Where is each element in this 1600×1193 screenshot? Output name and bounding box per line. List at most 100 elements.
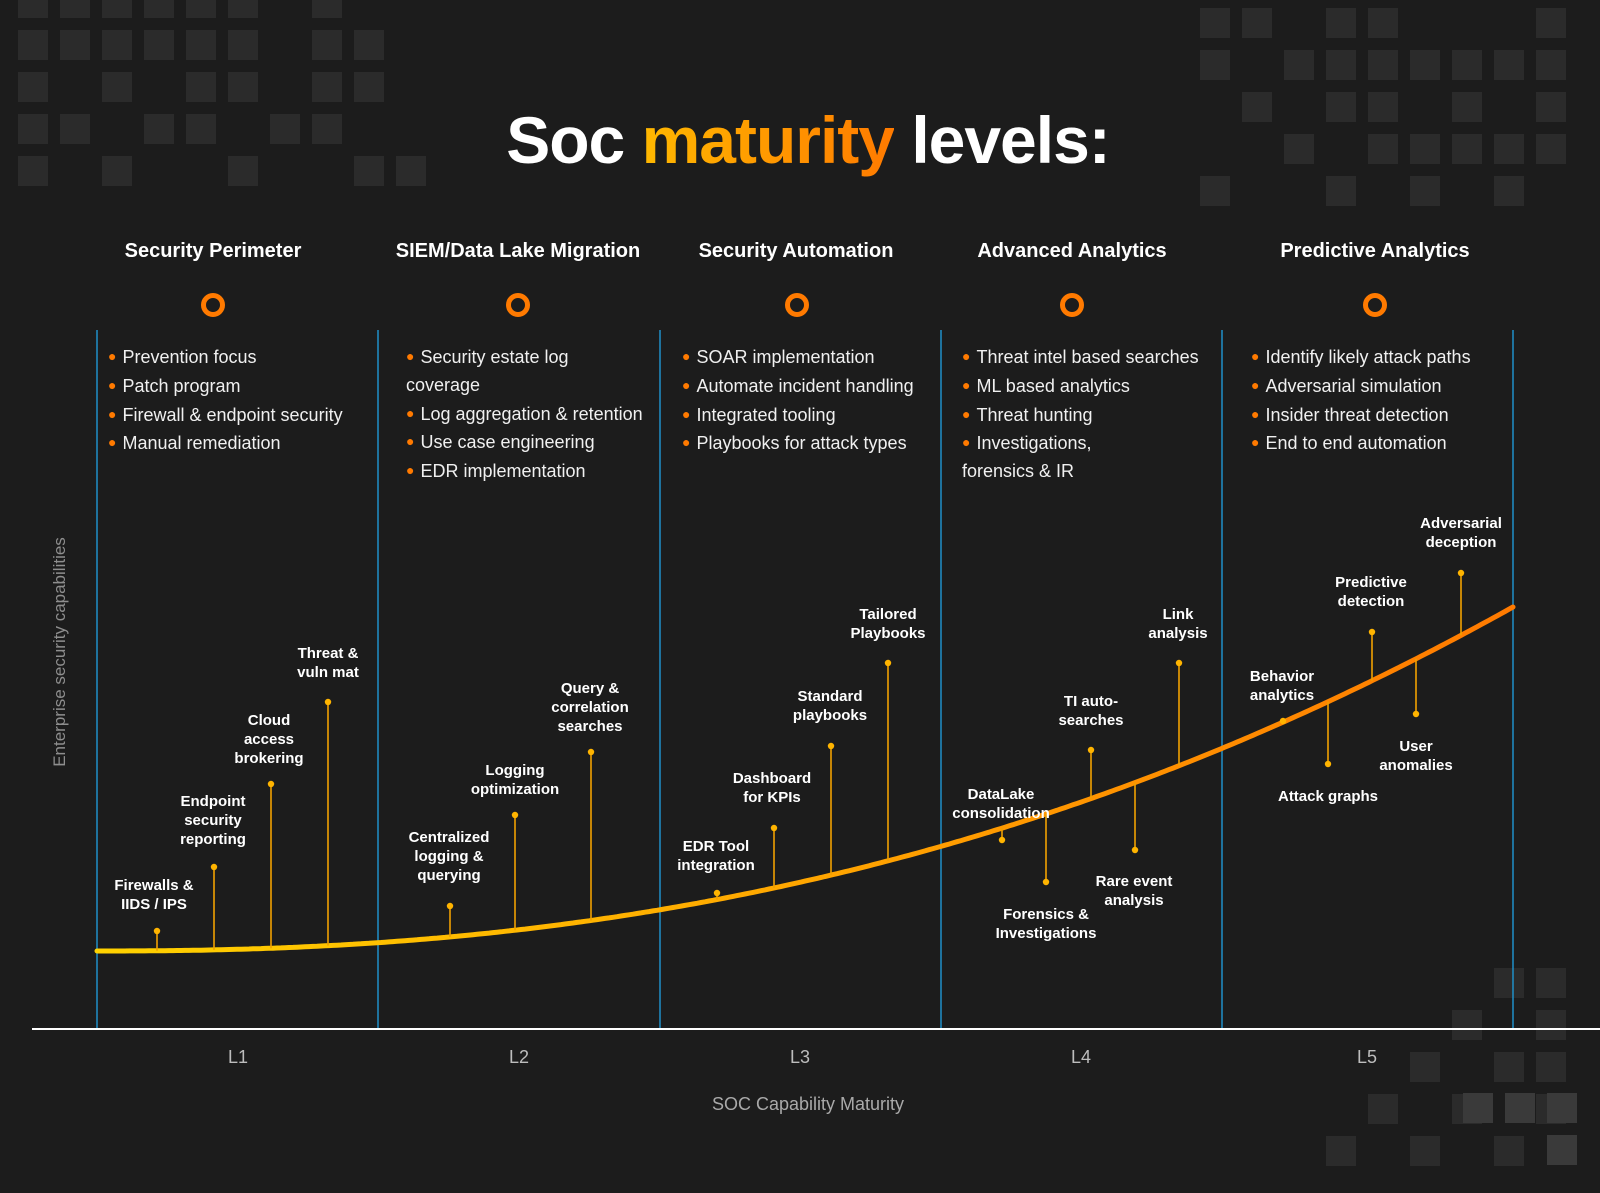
bg-square: [228, 72, 258, 102]
bullet-dot-icon: ●: [108, 405, 117, 422]
bg-square: [102, 72, 132, 102]
bg-square: [18, 156, 48, 186]
bg-square: [144, 30, 174, 60]
capability-label: Cloud access brokering: [234, 712, 304, 767]
capability-label: Query & correlation searches: [551, 680, 629, 735]
capability-label: Endpoint security reporting: [180, 793, 246, 848]
level-tick-l3: L3: [789, 1047, 811, 1067]
capability-label: Link analysis: [1148, 606, 1208, 642]
level-tick-l4: L4: [1070, 1047, 1092, 1067]
capability-dot-icon: [1042, 878, 1050, 886]
bullet-dot-icon: ●: [108, 348, 117, 364]
bg-square: [1494, 50, 1524, 80]
level-5-bullets: ● Identify likely attack paths ● Adversari…: [1251, 343, 1531, 458]
bg-square: [186, 114, 216, 144]
level-3-title: Security Automation: [698, 240, 894, 262]
timeline-node-icon: [201, 293, 225, 317]
capability-dot-icon: [770, 824, 778, 832]
bullet-item: ● Insider threat detection: [1251, 404, 1449, 425]
bg-square: [354, 156, 384, 186]
bg-square: [1536, 1010, 1566, 1040]
capability-label: Threat & vuln mat: [297, 645, 359, 681]
level-1-bullets: ● Prevention focus ● Patch program ● Firewa…: [108, 343, 368, 458]
bg-square: [186, 72, 216, 102]
capability-label: User anomalies: [1379, 738, 1453, 774]
capability-dot-icon: [884, 659, 892, 667]
capability-dot-icon: [267, 780, 275, 788]
bg-square: [1326, 92, 1356, 122]
bg-square: [1284, 134, 1314, 164]
bg-square: [1200, 8, 1230, 38]
title-accent: maturity: [641, 103, 895, 177]
bg-square: [1284, 50, 1314, 80]
bullet-item: ● Identify likely attack paths: [1251, 347, 1471, 367]
capability-dot-icon: [1368, 628, 1376, 636]
bullet-dot-icon: ●: [682, 348, 691, 364]
bg-square: [102, 30, 132, 60]
bg-square: [18, 72, 48, 102]
bg-square: [1326, 176, 1356, 206]
bullet-item: ● SOAR implementation: [682, 347, 875, 367]
x-axis-label: SOC Capability Maturity: [711, 1094, 905, 1114]
capability-label: Logging optimization: [470, 762, 560, 798]
level-tick-l2: L2: [508, 1047, 530, 1067]
capability-dot-icon: [1175, 659, 1183, 667]
bg-square: [186, 30, 216, 60]
timeline-node-icon: [1363, 293, 1387, 317]
bullet-item: ● Manual remediation: [108, 433, 281, 454]
bg-square: [1410, 1052, 1440, 1082]
bullet-dot-icon: ●: [962, 348, 971, 364]
bg-square: [1410, 1136, 1440, 1166]
capability-dot-icon: [1087, 746, 1095, 754]
bullet-dot-icon: ●: [682, 405, 691, 422]
bg-square: [1505, 1093, 1535, 1123]
capability-label: Predictive detection: [1335, 574, 1407, 610]
page-title: Soc maturity levels:: [0, 102, 1600, 178]
bg-square: [1494, 134, 1524, 164]
capability-label: Firewalls & IIDS / IPS: [114, 877, 194, 913]
bullet-dot-icon: ●: [1251, 405, 1260, 422]
bg-square: [1410, 50, 1440, 80]
capability-label: DataLake consolidation: [952, 786, 1050, 822]
bullet-item: ● Playbooks for attack types: [682, 433, 907, 454]
bg-square: [1326, 8, 1356, 38]
bullet-dot-icon: ●: [108, 434, 117, 451]
bullet-dot-icon: ●: [406, 462, 415, 479]
bg-square: [1452, 1010, 1482, 1040]
bullet-dot-icon: ●: [962, 434, 971, 451]
bg-square: [60, 30, 90, 60]
bg-square: [144, 114, 174, 144]
bg-square: [312, 0, 342, 18]
bg-square: [1200, 50, 1230, 80]
level-2-title: SIEM/Data Lake Migration: [395, 240, 641, 262]
capability-dot-icon: [713, 889, 721, 897]
bg-square: [1536, 134, 1566, 164]
bg-square: [1368, 8, 1398, 38]
level-1-title: Security Perimeter: [124, 240, 302, 262]
bg-square: [18, 114, 48, 144]
capability-dot-icon: [998, 836, 1006, 844]
bullet-item: ● Investigations, forensics & IR: [962, 433, 1092, 482]
bullet-dot-icon: ●: [108, 376, 117, 393]
bg-square: [18, 30, 48, 60]
bg-square: [144, 0, 174, 18]
title-part1: Soc: [506, 103, 625, 177]
bullet-item: ● Adversarial simulation: [1251, 375, 1442, 396]
bullet-dot-icon: ●: [1251, 376, 1260, 393]
bg-square: [1494, 968, 1524, 998]
bg-square: [1536, 8, 1566, 38]
bg-square: [354, 30, 384, 60]
bullet-item: ● Patch program: [108, 375, 241, 396]
capability-dot-icon: [446, 902, 454, 910]
bg-square: [228, 156, 258, 186]
bullet-dot-icon: ●: [962, 376, 971, 393]
bg-square: [270, 114, 300, 144]
bg-square: [1410, 134, 1440, 164]
bg-square: [1536, 50, 1566, 80]
capability-label: Tailored Playbooks: [850, 606, 926, 642]
bg-square: [1368, 92, 1398, 122]
capability-label: Centralized logging & querying: [408, 829, 490, 884]
bullet-item: ● Use case engineering: [406, 432, 595, 453]
